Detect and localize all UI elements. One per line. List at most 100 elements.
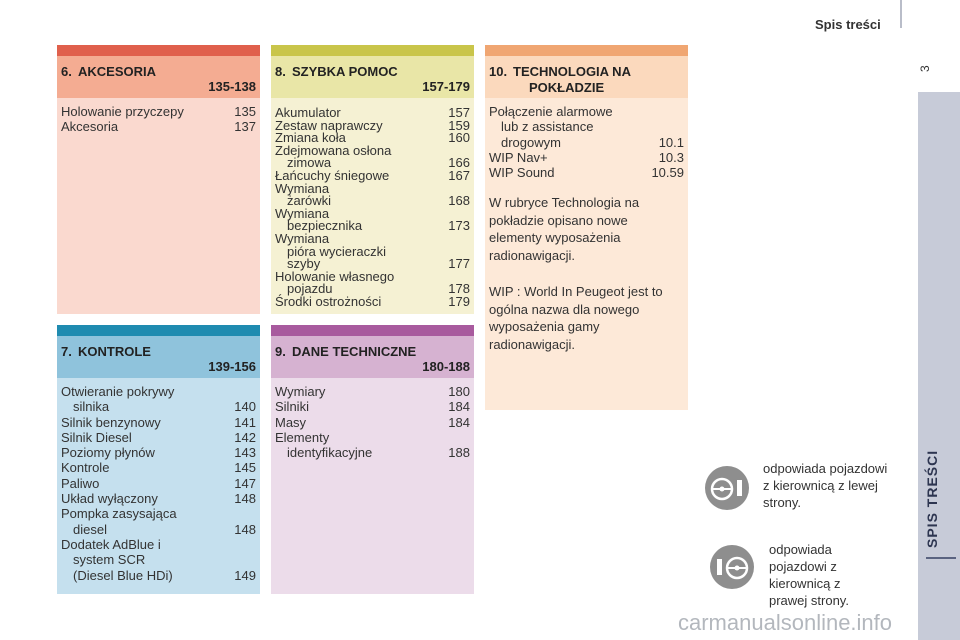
toc-entry[interactable]: Wymiana bezpiecznika 173 bbox=[275, 205, 470, 234]
toc-entry-page: 159 bbox=[448, 117, 470, 133]
toc-entry[interactable]: Silnik benzynowy 141 bbox=[61, 415, 256, 430]
toc-entry-label: Paliwo bbox=[61, 475, 100, 491]
toc-entry[interactable]: Silniki 184 bbox=[275, 399, 470, 414]
toc-entry-label: WIP Sound bbox=[489, 165, 555, 181]
section-title: AKCESORIA bbox=[78, 64, 157, 79]
section-dane-techniczne: 9. DANE TECHNICZNE 180-188 Wymiary 180 Si… bbox=[271, 325, 474, 594]
toc-entry[interactable]: WIP Nav+ 10.3 bbox=[489, 150, 684, 165]
section-page-range: 135-138 bbox=[208, 79, 256, 94]
toc-entry-label-cont: (Diesel Blue HDi) bbox=[73, 567, 173, 583]
toc-entry[interactable]: WIP Sound 10.59 bbox=[489, 165, 684, 180]
toc-entry-label: Holowanie własnego bbox=[275, 268, 395, 284]
toc-entry-label: Akcesoria bbox=[61, 119, 119, 135]
toc-entry-page: 10.3 bbox=[658, 149, 684, 165]
toc-entry-label: Pompka zasysająca bbox=[61, 506, 177, 522]
toc-entry-label: Masy bbox=[275, 414, 307, 430]
section-header[interactable]: 10. TECHNOLOGIA NA POKŁADZIE bbox=[485, 56, 688, 98]
toc-entry-page: 179 bbox=[448, 293, 470, 309]
right-hand-drive-note: odpowiada pojazdowi z kierownicą z prawe… bbox=[769, 542, 849, 608]
toc-entry[interactable]: Masy 184 bbox=[275, 415, 470, 430]
toc-entry-label-cont: silnika bbox=[73, 399, 110, 415]
toc-entry[interactable]: Wymiana pióra wycieraczki szyby 177 bbox=[275, 230, 470, 272]
toc-entry-page: 160 bbox=[448, 130, 470, 146]
toc-entry-page: 177 bbox=[448, 256, 470, 272]
toc-entry-page: 173 bbox=[448, 218, 470, 234]
section-title-line: TECHNOLOGIA NA bbox=[513, 64, 631, 79]
toc-entry[interactable]: Zmiana koła 160 bbox=[275, 130, 470, 146]
section-page-range: 139-156 bbox=[208, 359, 256, 374]
toc-entry-page: 166 bbox=[448, 155, 470, 171]
toc-entry[interactable]: Poziomy płynów 143 bbox=[61, 445, 256, 460]
toc-entry[interactable]: Zestaw naprawczy 159 bbox=[275, 117, 470, 133]
section-number: 10. bbox=[489, 64, 508, 79]
section-description: W rubryce Technologia na pokładzie opisa… bbox=[489, 195, 640, 263]
toc-entry-label-cont: zimowa bbox=[287, 155, 332, 171]
section-header[interactable]: 7. KONTROLE 139-156 bbox=[57, 336, 260, 378]
toc-entry[interactable]: Paliwo 147 bbox=[61, 476, 256, 491]
toc-entry-label: Łańcuchy śniegowe bbox=[275, 167, 390, 183]
toc-entry-label: Zdejmowana osłona bbox=[275, 142, 392, 158]
section-technologia: 10. TECHNOLOGIA NA POKŁADZIE Połączenie … bbox=[485, 45, 688, 410]
section-header[interactable]: 8. SZYBKA POMOC 157-179 bbox=[271, 56, 474, 98]
toc-entry[interactable]: Silnik Diesel 142 bbox=[61, 430, 256, 445]
toc-entry-label-cont: diesel bbox=[73, 521, 107, 537]
toc-entry[interactable]: Akcesoria 137 bbox=[61, 119, 256, 134]
toc-entry-label: Elementy bbox=[275, 429, 330, 445]
toc-entry[interactable]: Akumulator 157 bbox=[275, 105, 470, 120]
toc-entry-page: 168 bbox=[448, 193, 470, 209]
section-header[interactable]: 9. DANE TECHNICZNE 180-188 bbox=[271, 336, 474, 378]
toc-entry-label: Kontrole bbox=[61, 460, 110, 476]
toc-entry[interactable]: Elementy identyfikacyjne 188 bbox=[275, 430, 470, 461]
section-body: Połączenie alarmowe lub z assistance drogo… bbox=[485, 98, 688, 410]
sidebar-tab[interactable] bbox=[918, 92, 960, 640]
toc-entry-label: Wymiana bbox=[275, 205, 330, 221]
toc-entry[interactable]: Wymiana żarówki 168 bbox=[275, 182, 470, 209]
section-akcesoria: 6. AKCESORIA 135-138 Holowanie przyczepy… bbox=[57, 45, 260, 314]
toc-entry-page: 140 bbox=[234, 399, 256, 415]
toc-entry[interactable]: Środki ostrożności 179 bbox=[275, 293, 470, 309]
toc-entry-page: 188 bbox=[448, 445, 470, 461]
toc-entry-page: 137 bbox=[234, 119, 256, 135]
toc-entry[interactable]: Otwieranie pokrywy silnika 140 bbox=[61, 384, 256, 415]
toc-entry-label: Zmiana koła bbox=[275, 130, 346, 146]
toc-entry-label: Akumulator bbox=[275, 105, 341, 120]
toc-entry-label-cont: pióra wycieraczki bbox=[287, 243, 386, 259]
toc-entry-page: 148 bbox=[234, 491, 256, 507]
toc-entry-page: 10.59 bbox=[651, 165, 684, 181]
toc-entry[interactable]: Kontrole 145 bbox=[61, 460, 256, 475]
section-body: Otwieranie pokrywy silnika 140 Silnik benz… bbox=[57, 378, 260, 594]
toc-entry-label-cont: drogowym bbox=[501, 134, 561, 150]
section-color-bar bbox=[485, 45, 688, 56]
left-hand-drive-note: odpowiada pojazdowi z kierownicą z lewej… bbox=[763, 461, 888, 510]
toc-entry-label: Silniki bbox=[275, 399, 309, 415]
section-body: Holowanie przyczepy 135 Akcesoria 137 bbox=[57, 98, 260, 314]
section-header[interactable]: 6. AKCESORIA 135-138 bbox=[57, 56, 260, 98]
section-szybka-pomoc: 8. SZYBKA POMOC 157-179 Akumulator 157 Ze… bbox=[271, 45, 474, 314]
toc-entry[interactable]: Zdejmowana osłona zimowa 166 bbox=[275, 142, 470, 171]
toc-entry-label-cont: bezpiecznika bbox=[287, 218, 363, 234]
toc-entry-label: Silnik Diesel bbox=[61, 429, 132, 445]
steering-wheel-right-icon bbox=[711, 546, 753, 588]
toc-entry-label: Wymiana bbox=[275, 230, 330, 246]
toc-entry[interactable]: Dodatek AdBlue i system SCR (Diesel Blue H… bbox=[61, 537, 256, 583]
toc-entry-label-cont: żarówki bbox=[287, 193, 332, 209]
section-color-bar bbox=[57, 45, 260, 56]
toc-entry[interactable]: Wymiary 180 bbox=[275, 384, 470, 399]
toc-entry[interactable]: Układ wyłączony 148 bbox=[61, 491, 256, 506]
toc-entry-label: Układ wyłączony bbox=[61, 491, 158, 507]
toc-entry-label: Poziomy płynów bbox=[61, 445, 155, 461]
toc-entry-page: 184 bbox=[448, 414, 470, 430]
right-hand-drive-icon bbox=[710, 545, 754, 589]
steering-wheel-left-icon bbox=[706, 467, 748, 509]
toc-entry-label: Silnik benzynowy bbox=[61, 414, 161, 430]
toc-entry[interactable]: Holowanie własnego pojazdu 178 bbox=[275, 268, 470, 296]
toc-entry-label: Środki ostrożności bbox=[275, 293, 382, 309]
toc-entry-label: Zestaw naprawczy bbox=[275, 117, 383, 133]
sidebar-divider bbox=[926, 557, 956, 559]
section-color-bar bbox=[271, 325, 474, 336]
sidebar-label: SPIS TREŚCI bbox=[924, 449, 940, 548]
toc-entry[interactable]: Łańcuchy śniegowe 167 bbox=[275, 167, 470, 183]
toc-entry[interactable]: Połączenie alarmowe lub z assistance drogo… bbox=[489, 104, 684, 150]
toc-entry[interactable]: Holowanie przyczepy 135 bbox=[61, 104, 256, 119]
toc-entry[interactable]: Pompka zasysająca diesel 148 bbox=[61, 506, 256, 537]
